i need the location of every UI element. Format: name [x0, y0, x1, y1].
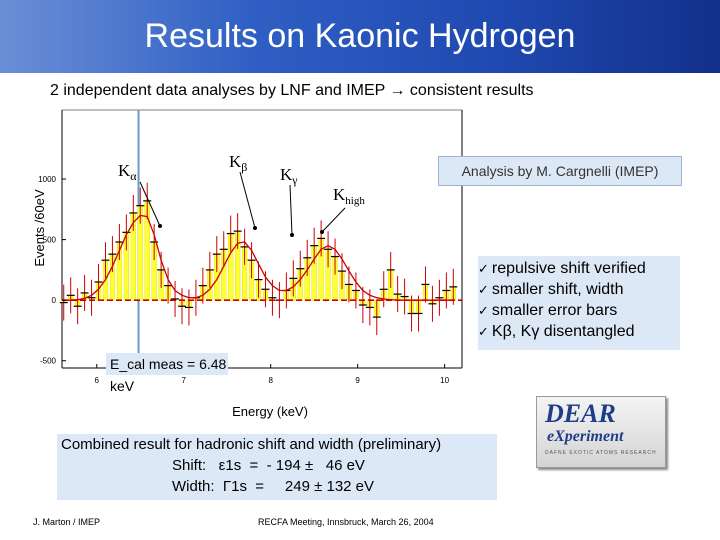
footer-meeting: RECFA Meeting, Innsbruck, March 26, 2004 [258, 517, 434, 527]
peak-arrow-head [320, 230, 324, 234]
bullet-item: ✓ repulsive shift verified [478, 260, 646, 277]
shift-result: Shift: ε1s = - 194 ± 46 eV [172, 457, 365, 474]
peak-arrow-head [158, 224, 162, 228]
x-tick-label: 7 [182, 376, 187, 385]
peak-label-k-high: Khigh [333, 185, 365, 207]
ecal-label: E_cal meas = 6.48 keV [106, 353, 228, 394]
peak-arrow [239, 171, 256, 229]
peak-arrow-head [253, 226, 257, 230]
analysis-label: Analysis by M. Cargnelli (IMEP) [438, 156, 682, 186]
peak-label-k-beta: Kβ [229, 152, 247, 174]
peak-label-k-alpha: Kα [118, 161, 137, 183]
peak-arrow-head [290, 233, 294, 237]
check-icon: ✓ [478, 325, 489, 340]
check-icon: ✓ [478, 262, 489, 277]
footer-author: J. Marton / IMEP [33, 517, 101, 527]
peak-label-k-gamma: Kγ [280, 165, 298, 187]
title-bar: Results on Kaonic Hydrogen [0, 0, 720, 73]
width-result: Width: Γ1s = 249 ± 132 eV [172, 478, 375, 495]
check-icon: ✓ [478, 283, 489, 298]
y-tick-label: -500 [40, 357, 57, 366]
y-tick-label: 0 [52, 296, 57, 305]
x-tick-label: 8 [268, 376, 273, 385]
x-tick-label: 10 [440, 376, 449, 385]
y-axis-label: Events /60eV [32, 189, 47, 267]
y-tick-label: 1000 [38, 175, 56, 184]
x-axis-label: Energy (keV) [232, 404, 308, 419]
bullet-item: ✓ Kβ, Kγ disentangled [478, 323, 635, 340]
bullet-item: ✓ smaller shift, width [478, 281, 624, 298]
bullet-list: ✓ repulsive shift verified ✓ smaller shift… [478, 256, 680, 350]
dear-experiment-logo: DEAR eXperiment DAFNE EXOTIC ATOMS RESEA… [536, 396, 666, 468]
bullet-item: ✓ smaller error bars [478, 302, 618, 319]
combined-result-box: Combined result for hadronic shift and w… [57, 434, 497, 500]
slide-title: Results on Kaonic Hydrogen [144, 17, 576, 55]
peak-arrow [321, 207, 346, 233]
combined-heading: Combined result for hadronic shift and w… [61, 436, 442, 453]
x-tick-label: 6 [95, 376, 100, 385]
peak-arrow [289, 184, 293, 236]
peak-arrow [139, 181, 161, 227]
check-icon: ✓ [478, 304, 489, 319]
slide-subtitle: 2 independent data analyses by LNF and I… [50, 82, 534, 99]
y-tick-label: 500 [43, 236, 57, 245]
x-tick-label: 9 [355, 376, 360, 385]
